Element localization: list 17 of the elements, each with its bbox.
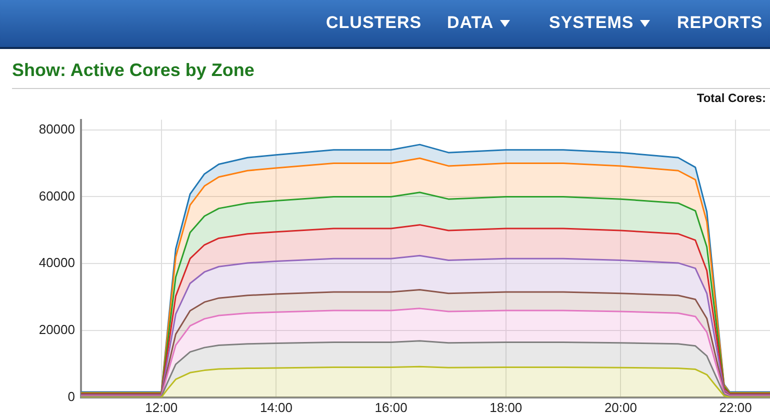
x-tick-label: 12:00 — [145, 400, 178, 415]
y-tick-label: 0 — [68, 388, 75, 404]
y-tick-label: 40000 — [38, 255, 75, 270]
y-tick-label: 80000 — [38, 121, 75, 136]
text: Total Cores: — [696, 91, 766, 105]
text: REPORTS — [677, 13, 763, 33]
x-tick-label: 22:00 — [719, 400, 752, 415]
x-tick-label: 16:00 — [374, 400, 408, 415]
text: CLUSTERS — [326, 13, 422, 33]
y-tick-label: 20000 — [38, 322, 75, 338]
chart-title: Show: Active Cores by Zone — [12, 60, 254, 81]
x-tick-label: 14:00 — [260, 400, 292, 415]
text: SYSTEMS — [549, 13, 635, 33]
x-tick-label: 20:00 — [604, 400, 637, 415]
x-tick-label: 18:00 — [490, 400, 522, 415]
text: DATA — [447, 13, 495, 33]
y-tick-label: 60000 — [38, 188, 75, 204]
